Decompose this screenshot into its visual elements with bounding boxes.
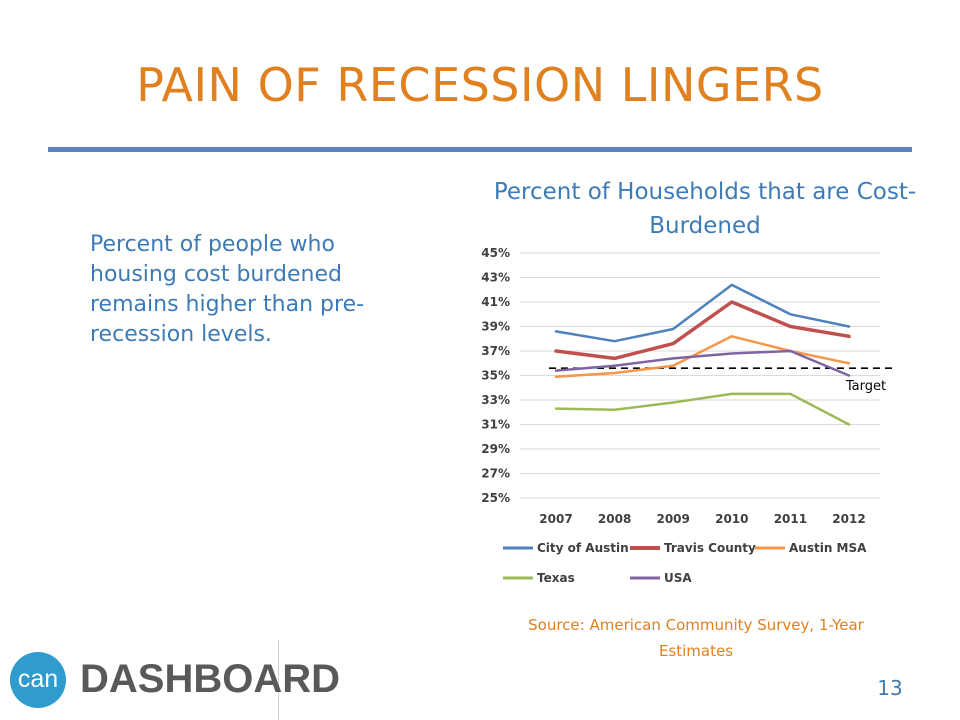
y-tick-label: 43% (481, 271, 510, 285)
series-line-2 (554, 335, 851, 378)
can-dashboard-logo: can DASHBOARD (0, 640, 340, 720)
y-tick-label: 29% (481, 442, 510, 456)
series-line-4 (554, 349, 851, 377)
x-axis-tick-labels: 2007 2008 2009 2010 2011 2012 (539, 512, 865, 526)
slide-title: PAIN OF RECESSION LINGERS (136, 58, 824, 112)
y-axis-tick-labels: 25% 27% 29% 31% 33% 35% 37% 39% 41% 43% 45% (481, 246, 510, 505)
legend-label: USA (664, 571, 692, 585)
y-tick-label: 37% (481, 344, 510, 358)
title-divider (48, 147, 912, 152)
x-tick-label: 2009 (656, 512, 689, 526)
logo-circle: can (10, 652, 66, 708)
legend-label: Austin MSA (789, 541, 867, 555)
x-tick-label: 2008 (598, 512, 631, 526)
x-tick-label: 2012 (832, 512, 865, 526)
y-tick-label: 25% (481, 491, 510, 505)
x-tick-label: 2011 (774, 512, 807, 526)
y-tick-label: 31% (481, 418, 510, 432)
page-number: 13 (877, 676, 903, 700)
body-text: Percent of people who housing cost burde… (90, 232, 365, 347)
legend-label: Texas (537, 571, 575, 585)
y-tick-label: 35% (481, 369, 510, 383)
chart-title: Percent of Households that are Cost-Burd… (493, 179, 917, 239)
series-line-3 (554, 392, 851, 426)
series-line-0 (554, 283, 851, 343)
legend-label: City of Austin (537, 541, 629, 555)
series-lines (554, 283, 851, 426)
series-line-1 (554, 300, 851, 361)
legend-label: Travis County (664, 541, 756, 555)
target-line-group: Target (549, 367, 896, 394)
y-tick-label: 27% (481, 467, 510, 481)
y-tick-label: 39% (481, 320, 510, 334)
x-tick-label: 2007 (539, 512, 572, 526)
source-note: Source: American Community Survey, 1-Yea… (528, 616, 864, 660)
y-tick-label: 33% (481, 393, 510, 407)
chart-legend: City of Austin Travis County Austin MSA Tex… (503, 541, 867, 585)
logo-wordmark: DASHBOARD (80, 657, 340, 701)
y-tick-label: 45% (481, 246, 510, 260)
target-label: Target (845, 379, 886, 394)
x-tick-label: 2010 (715, 512, 748, 526)
y-tick-label: 41% (481, 295, 510, 309)
